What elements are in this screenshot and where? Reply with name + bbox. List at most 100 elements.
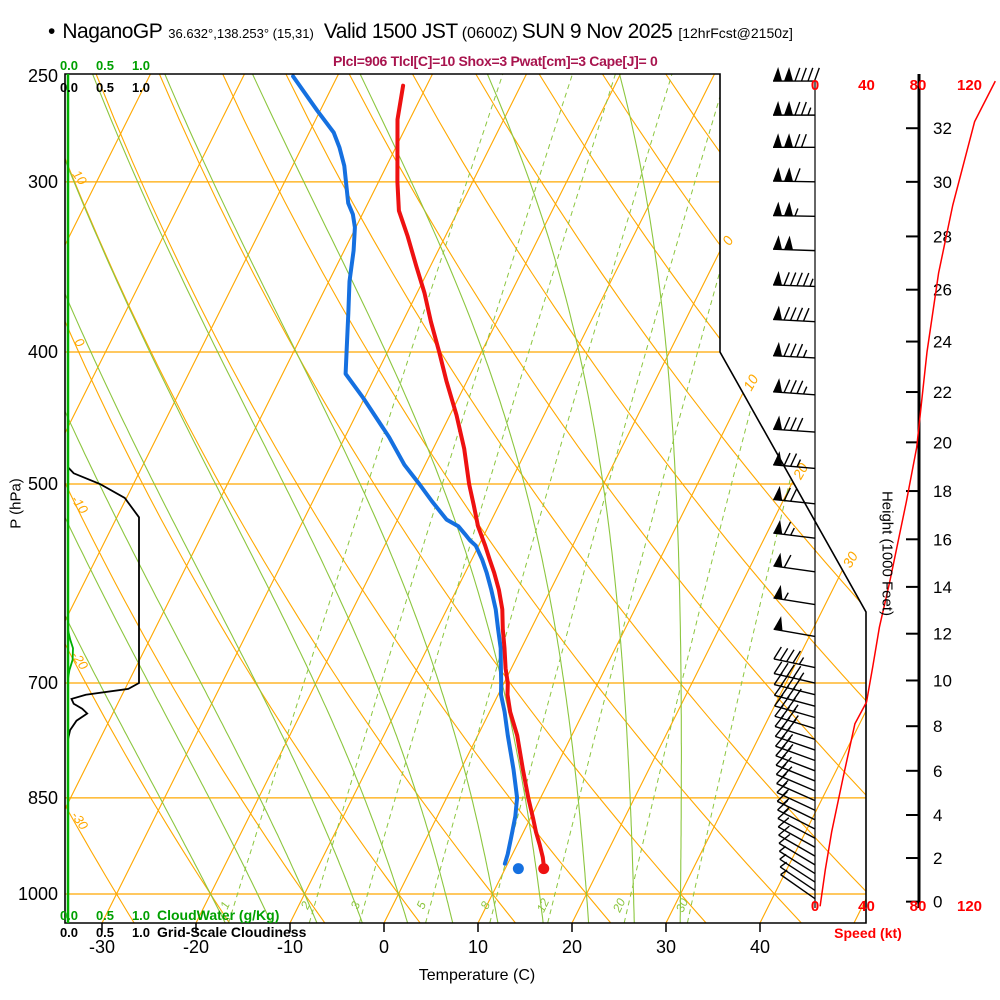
cloudwater-scale-label: 0.0 — [60, 58, 78, 73]
pressure-tick-label: 700 — [28, 673, 58, 693]
chart-title: • NaganoGP 36.632°,138.253° (15,31) Valid 1… — [48, 20, 793, 44]
temperature-tick-label: -20 — [183, 937, 209, 957]
height-tick-label: 8 — [933, 717, 942, 736]
plot-border — [64, 73, 867, 924]
speed-tick-label: 120 — [957, 898, 982, 915]
speed-tick-label: 0 — [811, 77, 819, 94]
cloudiness-scale-label: 0.0 — [60, 925, 78, 940]
valid-time-utc: (0600Z) — [461, 25, 518, 42]
isotherm-edge-labels: 0 10 20 30 — [719, 233, 861, 570]
cloudwater-scale-label: 0.5 — [96, 908, 114, 923]
temperature-tick-label: 0 — [379, 937, 389, 957]
wind-barbs — [772, 66, 820, 900]
height-tick-label: 28 — [933, 227, 952, 246]
station-name: NaganoGP — [62, 20, 163, 43]
wind-barb — [772, 167, 816, 183]
valid-time: Valid 1500 JST — [323, 20, 458, 43]
wind-barb — [773, 378, 816, 396]
pressure-tick-label: 1000 — [18, 884, 58, 904]
wind-barb — [773, 235, 816, 252]
mixing-ratio-label: 1 — [217, 899, 233, 911]
cloudiness-scale-label: 1.0 — [132, 925, 150, 940]
mixing-ratio-labels: 1 2 3 5 8 12 20 30 — [217, 896, 691, 915]
height-tick-label: 18 — [933, 482, 952, 501]
pressure-tick-label: 500 — [28, 474, 58, 494]
height-axis-title: Height (1000 Feet) — [878, 490, 896, 617]
temperature-tick-label: -10 — [277, 937, 303, 957]
height-tick-label: 6 — [933, 762, 942, 781]
speed-axis-title: Speed (kt) — [834, 925, 902, 941]
dry-adiabat-labels: 100-10-20-30 — [68, 167, 92, 833]
speed-tick-label: 120 — [957, 77, 982, 94]
cloudiness-axis-title: Grid-Scale Cloudiness — [157, 924, 307, 940]
cloudwater-scale-label: 0.5 — [96, 58, 114, 73]
height-tick-label: 10 — [933, 671, 952, 690]
wind-barb — [773, 305, 816, 323]
pressure-tick-labels: 250 300 400 500 700 850 1000 — [18, 66, 58, 904]
mixing-ratio-label: 5 — [414, 899, 430, 911]
cloudiness-scale-label: 0.5 — [96, 925, 114, 940]
wind-barb — [773, 451, 816, 470]
surface-dewpoint-dot — [512, 863, 524, 875]
wind-barb — [773, 552, 816, 573]
cloud-scale-top: 0.0 0.0 0.5 0.5 1.0 1.0 — [60, 58, 150, 95]
mixing-ratio-label: 3 — [348, 899, 364, 911]
height-tick-label: 2 — [933, 849, 942, 868]
temperature-tick-label: 10 — [468, 937, 488, 957]
wind-barb — [773, 584, 816, 606]
speed-tick-labels-top: 0 40 80 120 — [811, 77, 982, 94]
height-tick-label: 24 — [933, 333, 952, 352]
skewt-grid — [65, 74, 866, 923]
temperature-tick-label: 30 — [656, 937, 676, 957]
isotherm-edge-label: 30 — [839, 549, 861, 571]
cloudiness-scale-label: 0.0 — [60, 80, 78, 95]
wind-barb — [773, 519, 816, 539]
dry-adiabat-lines — [65, 74, 866, 923]
pressure-tick-label: 400 — [28, 342, 58, 362]
dry-adiabat-label: 0 — [71, 335, 88, 350]
temperature-tick-label: 40 — [750, 937, 770, 957]
isotherm-lines — [65, 74, 866, 923]
speed-curve — [819, 80, 996, 907]
height-tick-label: 30 — [933, 173, 952, 192]
wind-barb — [773, 616, 816, 638]
height-tick-label: 26 — [933, 281, 952, 300]
wind-barb — [773, 133, 815, 149]
cloudwater-scale-label: 0.0 — [60, 908, 78, 923]
pressure-tick-label: 300 — [28, 172, 58, 192]
wind-barb — [773, 66, 820, 82]
height-tick-label: 16 — [933, 530, 952, 549]
height-tick-label: 12 — [933, 625, 952, 644]
forecast-tag: [12hrFcst@2150z] — [678, 25, 793, 41]
wind-barb — [773, 646, 816, 669]
isotherm-edge-label: 10 — [740, 372, 762, 394]
speed-tick-label: 80 — [910, 898, 927, 915]
cloudwater-scale-label: 1.0 — [132, 908, 150, 923]
sounding-indices: Plcl=906 Tlcl[C]=10 Shox=3 Pwat[cm]=3 Ca… — [333, 53, 658, 69]
temperature-tick-label: 20 — [562, 937, 582, 957]
temperature-tick-labels: -30 -20 -10 0 10 20 30 40 — [89, 923, 770, 957]
cloudiness-scale-label: 1.0 — [132, 80, 150, 95]
pressure-tick-label: 250 — [28, 66, 58, 86]
wind-barb — [772, 201, 816, 218]
temperature-axis-title: Temperature (C) — [419, 967, 535, 984]
wind-barb — [773, 661, 816, 684]
mixing-ratio-label: 30 — [673, 896, 691, 914]
speed-tick-labels-bottom: 0 40 80 120 — [811, 898, 982, 915]
moist-adiabat-lines — [65, 74, 682, 923]
height-tick-label: 14 — [933, 578, 952, 597]
cloudwater-axis-title: CloudWater (g/Kg) — [157, 907, 279, 923]
dry-adiabat-label: 10 — [69, 167, 90, 188]
station-bullet-icon: • — [48, 20, 56, 43]
wind-barb — [773, 271, 816, 288]
height-tick-label: 32 — [933, 119, 952, 138]
mixing-ratio-label: 12 — [534, 896, 552, 914]
temperature-tick-label: -30 — [89, 937, 115, 957]
wind-barb — [773, 485, 816, 505]
mixing-ratio-label: 20 — [610, 896, 629, 915]
isotherm-edge-label: 0 — [719, 233, 737, 248]
height-tick-label: 4 — [933, 806, 942, 825]
height-tick-label: 20 — [933, 433, 952, 452]
